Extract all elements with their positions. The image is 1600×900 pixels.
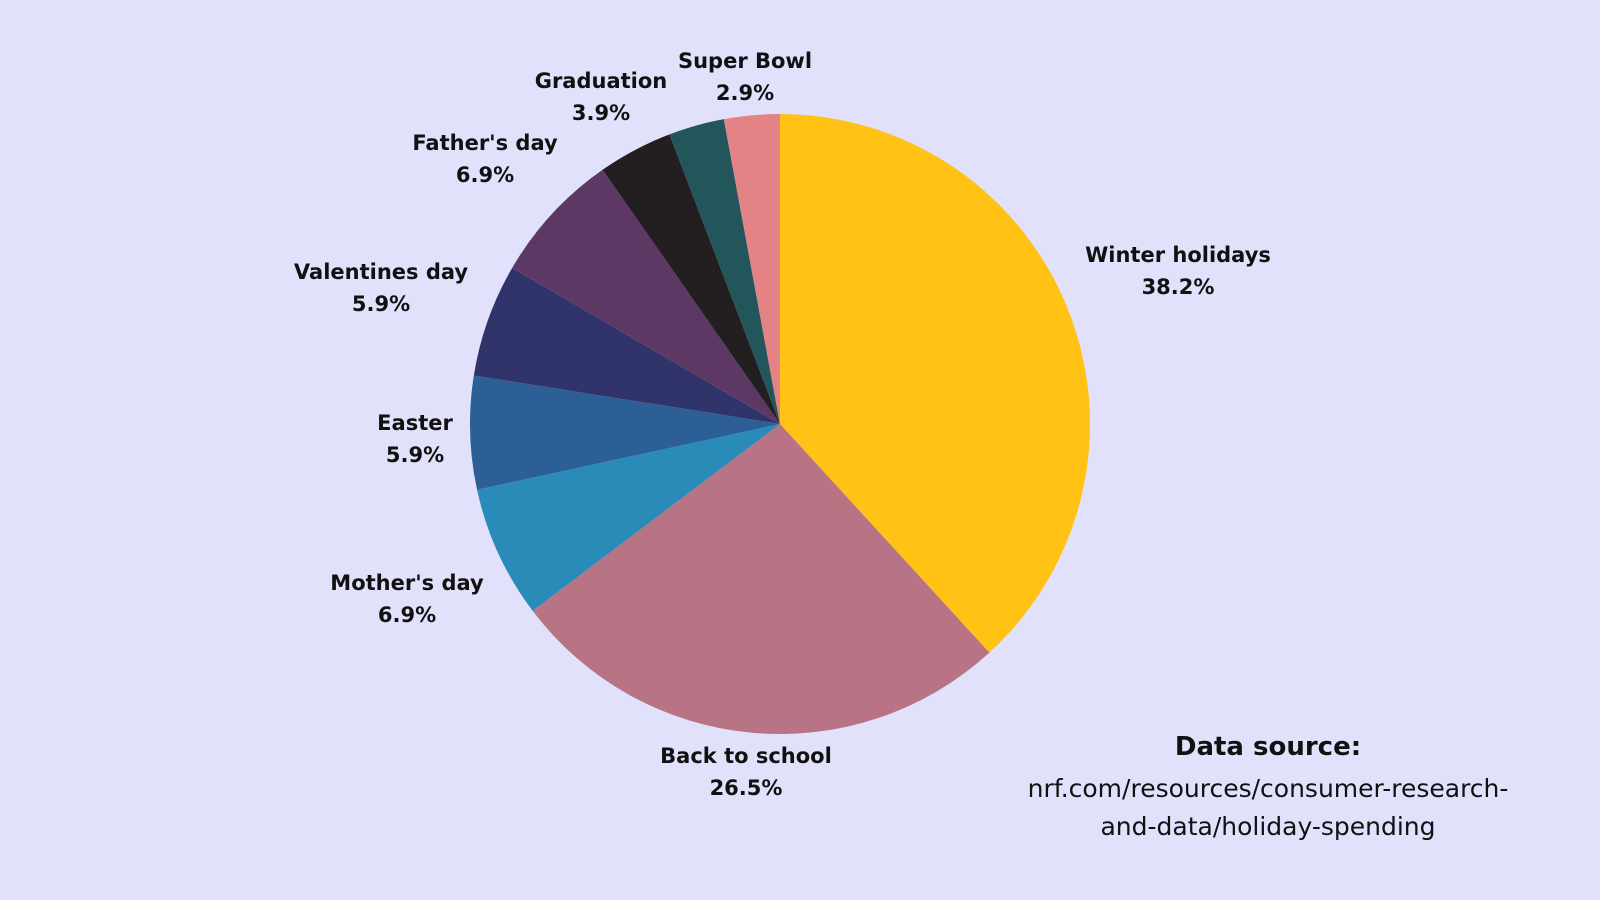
slice-label-mother-s-day: Mother's day bbox=[330, 571, 484, 595]
slice-value-mother-s-day: 6.9% bbox=[378, 603, 436, 627]
pie-slices bbox=[470, 114, 1090, 735]
slice-value-winter-holidays: 38.2% bbox=[1142, 275, 1215, 299]
pie-labels: Winter holidays 38.2% Back to school 26.5% M… bbox=[294, 49, 1271, 800]
data-source-url-line-2: and-data/holiday-spending bbox=[1100, 812, 1436, 841]
slice-value-father-s-day: 6.9% bbox=[456, 163, 514, 187]
data-source-title: Data source: bbox=[1174, 732, 1362, 762]
slice-label-easter: Easter bbox=[377, 411, 453, 435]
slice-label-valentines-day: Valentines day bbox=[294, 260, 468, 284]
pie-slice-valentines-day bbox=[473, 267, 780, 424]
slice-label-back-to-school: Back to school bbox=[660, 744, 832, 768]
data-source: Data source: nrf.com/resources/consumer-… bbox=[988, 732, 1548, 846]
slice-value-back-to-school: 26.5% bbox=[710, 776, 783, 800]
pie-slice-unlabeled-8 bbox=[723, 114, 780, 424]
pie-slice-graduation bbox=[602, 134, 780, 425]
pie-slice-mother-s-day bbox=[477, 424, 780, 611]
pie-slice-winter-holidays bbox=[780, 114, 1090, 653]
pie-slice-super-bowl bbox=[669, 119, 780, 424]
slice-value-valentines-day: 5.9% bbox=[352, 292, 410, 316]
data-source-url-line-1: nrf.com/resources/consumer-research- bbox=[1027, 774, 1509, 803]
slice-value-easter: 5.9% bbox=[386, 443, 444, 467]
slice-value-graduation: 3.9% bbox=[572, 101, 630, 125]
slice-label-super-bowl: Super Bowl bbox=[678, 49, 812, 73]
slice-value-super-bowl: 2.9% bbox=[716, 81, 774, 105]
pie-slice-father-s-day bbox=[512, 169, 780, 424]
slice-label-father-s-day: Father's day bbox=[412, 131, 558, 155]
pie-slice-easter bbox=[470, 375, 780, 490]
slice-label-winter-holidays: Winter holidays bbox=[1085, 243, 1271, 267]
pie-slice-back-to-school bbox=[532, 424, 990, 735]
slice-label-graduation: Graduation bbox=[535, 69, 668, 93]
